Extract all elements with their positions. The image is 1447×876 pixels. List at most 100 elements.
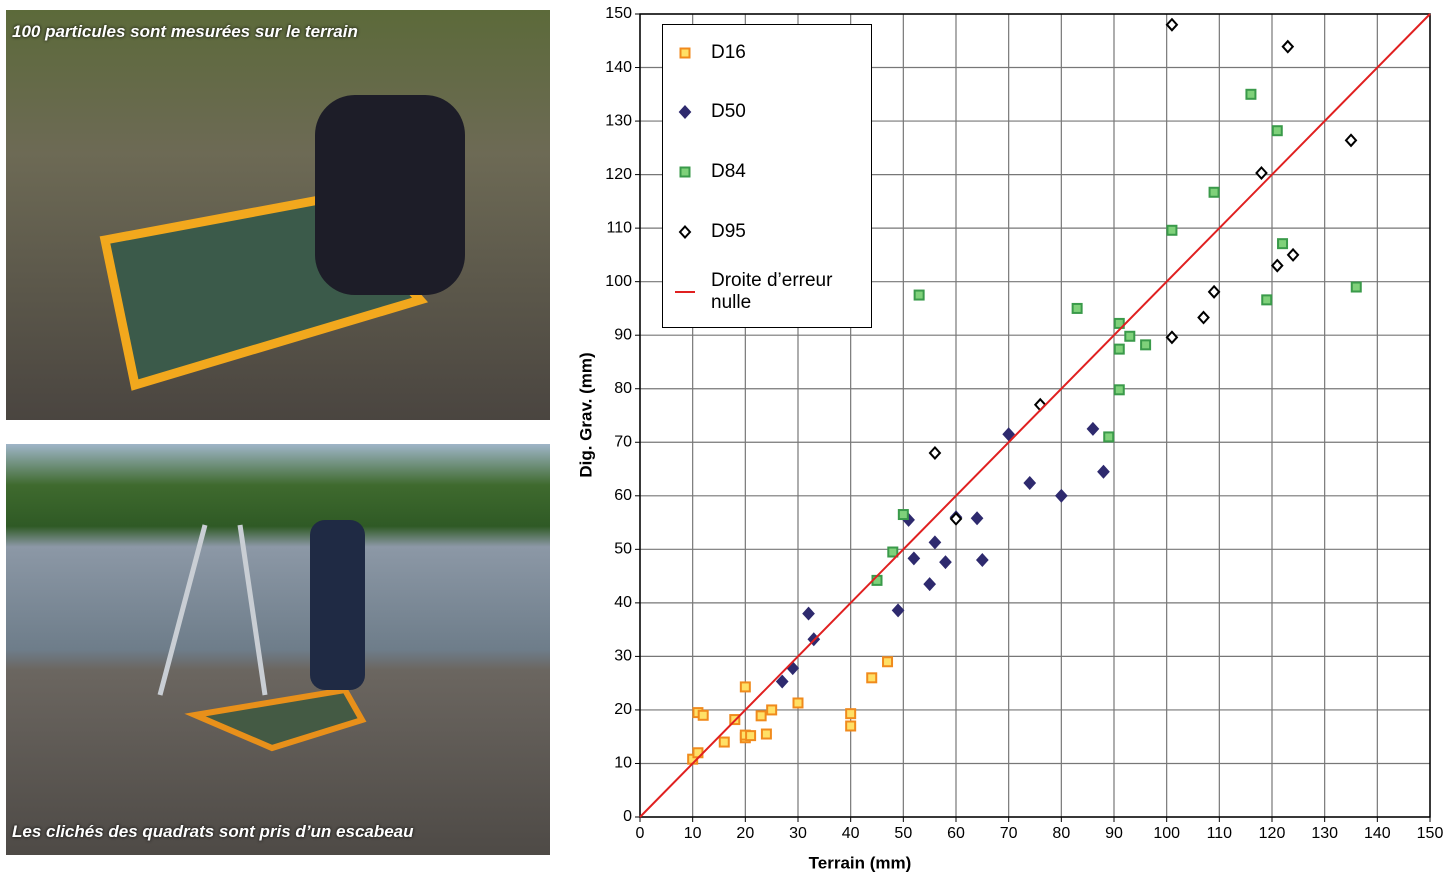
y-tick-label: 20: [614, 701, 632, 718]
point: [1261, 294, 1273, 306]
point: [697, 709, 709, 721]
photo-bottom: [6, 444, 550, 855]
point: [679, 47, 691, 59]
point: [1165, 17, 1179, 32]
x-tick-label: 110: [1207, 825, 1233, 842]
y-tick-label: 110: [606, 219, 632, 236]
point: [1208, 186, 1220, 198]
point: [913, 289, 925, 301]
point: [1277, 238, 1289, 250]
point: [939, 555, 952, 570]
point: [1002, 427, 1016, 442]
legend-item: D50: [673, 100, 863, 124]
legend-label: D50: [711, 101, 746, 122]
legend-label: D84: [711, 161, 746, 182]
point: [802, 606, 815, 621]
legend-label: Droite d’erreur nulle: [711, 270, 833, 313]
caption: 100 particules sont mesurées sur le terr…: [12, 22, 358, 41]
y-tick-label: 150: [605, 5, 632, 22]
person: [315, 95, 465, 295]
point: [1071, 302, 1083, 314]
x-tick-label: 0: [636, 825, 645, 842]
point: [1165, 330, 1179, 345]
y-tick-label: 80: [614, 380, 632, 397]
point: [1207, 284, 1221, 299]
point: [1033, 397, 1047, 412]
plot-frame: [639, 13, 1431, 818]
x-tick-label: 20: [736, 825, 754, 842]
x-tick-label: 140: [1364, 825, 1391, 842]
y-tick-label: 50: [614, 541, 632, 558]
point: [970, 511, 984, 526]
point: [1097, 464, 1110, 479]
point: [882, 656, 894, 668]
point: [1197, 310, 1210, 325]
legend-icon: [678, 105, 692, 119]
person: [310, 520, 365, 690]
y-tick-label: 90: [614, 326, 632, 343]
point: [1344, 133, 1358, 148]
point: [718, 736, 730, 748]
y-tick-label: 70: [614, 433, 632, 450]
x-axis-label: Terrain (mm): [809, 853, 912, 872]
point: [928, 445, 942, 460]
x-tick-label: 10: [684, 825, 702, 842]
point: [792, 697, 804, 709]
y-tick-label: 120: [605, 166, 632, 183]
legend-icon: [679, 47, 691, 59]
point: [887, 546, 899, 558]
point: [1245, 88, 1257, 100]
point: [1270, 258, 1284, 273]
legend: D16 D50 D84 D95 Droite d’erreur nulle: [662, 24, 872, 328]
point: [678, 225, 692, 239]
reference-line: [639, 13, 1431, 818]
legend-item: D16: [673, 41, 863, 65]
x-tick-label: 70: [1000, 825, 1018, 842]
point: [755, 710, 767, 722]
point: [1286, 247, 1300, 262]
point: [845, 720, 857, 732]
legend-label: D95: [711, 221, 746, 242]
caption: Les clichés des quadrats sont pris d’un …: [12, 822, 414, 841]
point: [1140, 339, 1152, 351]
legend-icon: [679, 166, 691, 178]
y-tick-label: 40: [614, 594, 632, 611]
point: [975, 553, 989, 568]
point: [766, 704, 778, 716]
legend-item: Droite d’erreur nulle: [673, 270, 863, 314]
point: [1271, 125, 1283, 137]
point: [760, 728, 772, 740]
point: [1103, 431, 1115, 443]
x-tick-label: 80: [1052, 825, 1070, 842]
point: [1124, 330, 1136, 342]
x-tick-label: 30: [789, 825, 807, 842]
x-tick-label: 120: [1259, 825, 1286, 842]
x-tick-label: 40: [842, 825, 860, 842]
y-tick-label: 100: [605, 273, 632, 290]
legend-item: D84: [673, 160, 863, 184]
point: [745, 730, 757, 742]
x-tick-label: 90: [1105, 825, 1123, 842]
ladder: [157, 524, 268, 696]
x-tick-label: 130: [1311, 825, 1338, 842]
point: [679, 166, 691, 178]
x-tick-label: 50: [894, 825, 912, 842]
y-tick-label: 140: [605, 59, 632, 76]
point: [845, 708, 857, 720]
point: [775, 674, 789, 689]
point: [891, 603, 905, 618]
y-axis-label: Dig. Grav. (mm): [576, 352, 595, 477]
legend-label: D16: [711, 42, 746, 63]
point: [1281, 39, 1295, 54]
x-tick-label: 100: [1153, 825, 1180, 842]
point: [1166, 224, 1178, 236]
point: [928, 535, 942, 550]
x-tick-label: 150: [1417, 825, 1444, 842]
legend-icon: [675, 291, 695, 293]
x-tick-label: 60: [947, 825, 965, 842]
y-tick-label: 30: [614, 648, 632, 665]
point: [739, 681, 751, 693]
point: [1054, 488, 1068, 503]
point: [1113, 317, 1125, 329]
